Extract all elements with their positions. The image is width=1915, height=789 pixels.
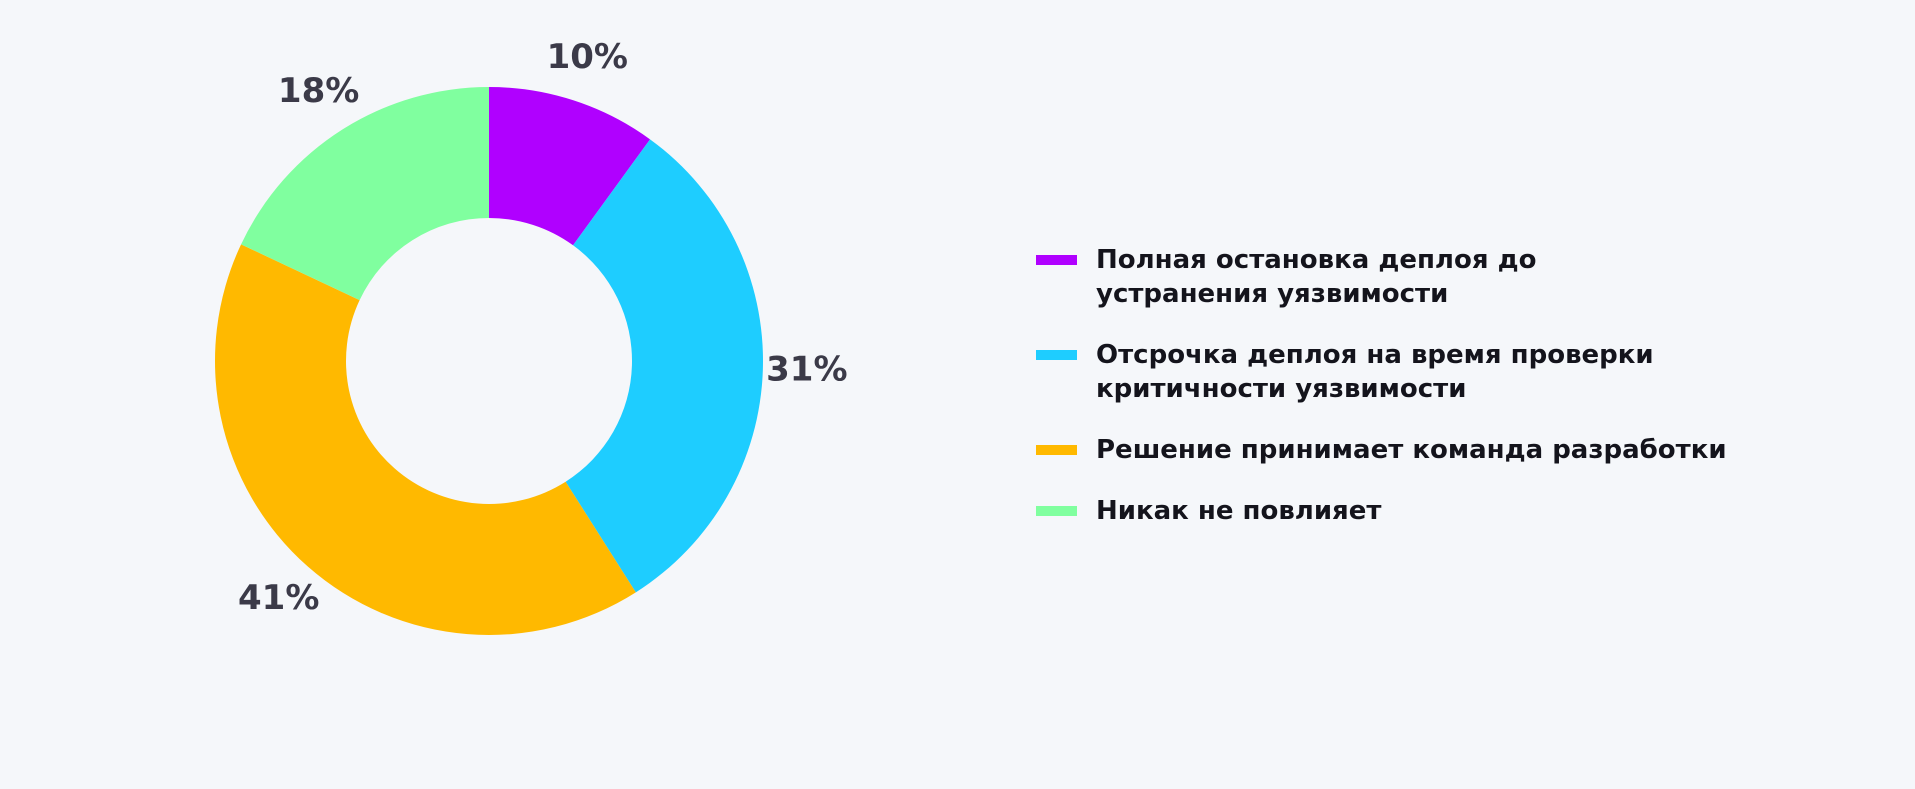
legend: Полная остановка деплоя до устранения уя… [1036, 243, 1796, 528]
donut-slice [215, 244, 636, 635]
donut-slice [489, 87, 651, 246]
value-label: 31% [766, 349, 847, 389]
value-label: 41% [238, 578, 319, 618]
value-label: 18% [278, 71, 359, 111]
legend-swatch [1036, 445, 1077, 455]
legend-item: Никак не повлияет [1036, 494, 1796, 528]
donut-slice [565, 139, 763, 593]
legend-item: Полная остановка деплоя до устранения уя… [1036, 243, 1796, 311]
legend-label: Никак не повлияет [1096, 496, 1382, 526]
legend-swatch [1036, 255, 1077, 265]
donut-slice [241, 87, 489, 301]
legend-item: Отсрочка деплоя на время проверки критич… [1036, 338, 1796, 406]
legend-swatch [1036, 506, 1077, 516]
legend-label: Отсрочка деплоя на время проверки критич… [1096, 340, 1654, 404]
legend-item: Решение принимает команда разработки [1036, 433, 1796, 467]
legend-label: Полная остановка деплоя до устранения уя… [1096, 245, 1537, 309]
legend-label: Решение принимает команда разработки [1096, 435, 1727, 465]
value-label: 10% [547, 37, 628, 77]
legend-swatch [1036, 350, 1077, 360]
